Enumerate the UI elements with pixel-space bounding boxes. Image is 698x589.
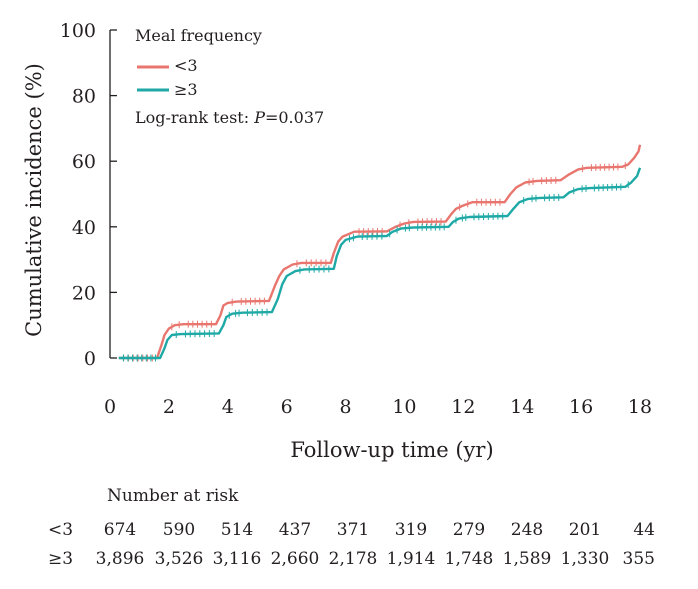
risk-value: 437 [279,520,311,540]
incidence-curves [118,144,642,362]
risk-value: 2,660 [271,549,320,569]
risk-value: 1,589 [503,549,552,569]
log-rank-annotation: Log-rank test: P=0.037 [135,108,324,127]
y-axis-ticks: 0 20 40 60 80 100 [60,20,117,370]
legend-title: Meal frequency [135,26,262,45]
risk-value: 201 [569,520,601,540]
y-tick-label: 100 [60,20,96,42]
risk-value: 3,896 [96,549,145,569]
x-axis-title: Follow-up time (yr) [290,438,493,462]
y-tick-label: 20 [72,282,96,304]
risk-value: 590 [163,520,195,540]
y-tick-label: 40 [72,217,96,239]
x-tick-label: 12 [451,396,475,418]
risk-value: 355 [623,549,655,569]
y-tick-label: 0 [84,348,96,370]
y-tick-label: 60 [72,151,96,173]
risk-table-title: Number at risk [107,486,239,506]
curve-lt3 [118,144,642,360]
x-tick-label: 4 [222,396,234,418]
risk-value: 3,526 [155,549,204,569]
x-tick-label: 16 [569,396,593,418]
x-tick-label: 6 [281,396,293,418]
risk-value: 1,748 [445,549,494,569]
x-tick-label: 0 [104,396,116,418]
x-tick-label: 2 [163,396,175,418]
risk-value: 3,116 [213,549,262,569]
y-tick-label: 80 [72,86,96,108]
risk-value: 1,914 [387,549,436,569]
risk-value: 371 [337,520,369,540]
risk-value: 44 [633,520,655,540]
y-axis-title: Cumulative incidence (%) [22,63,46,337]
x-tick-label: 10 [392,396,416,418]
risk-value: 279 [453,520,485,540]
x-tick-label: 18 [628,396,652,418]
censor-marks-ge3 [122,181,629,362]
risk-row-label: ≥3 [48,549,73,569]
legend-label-ge3: ≥3 [174,80,198,99]
risk-value: 1,330 [561,549,610,569]
risk-value: 2,178 [329,549,378,569]
curve-ge3 [118,167,642,360]
x-tick-label: 14 [510,396,534,418]
risk-value: 674 [104,520,136,540]
plot-area: 0 20 40 60 80 100 0 2 4 6 8 10 12 14 16 18 [60,20,652,418]
x-axis-ticks: 0 2 4 6 8 10 12 14 16 18 [104,396,652,418]
censor-marks-lt3 [123,162,626,362]
risk-row-label: <3 [48,520,73,540]
risk-value: 514 [221,520,253,540]
x-tick-label: 8 [340,396,352,418]
risk-value: 319 [395,520,427,540]
risk-value: 248 [511,520,543,540]
number-at-risk-table: Number at risk <3 674 590 514 437 371 319 279 24… [48,486,655,569]
legend-label-lt3: <3 [174,56,198,75]
legend: Meal frequency <3 ≥3 Log-rank test: P=0.… [135,26,324,127]
